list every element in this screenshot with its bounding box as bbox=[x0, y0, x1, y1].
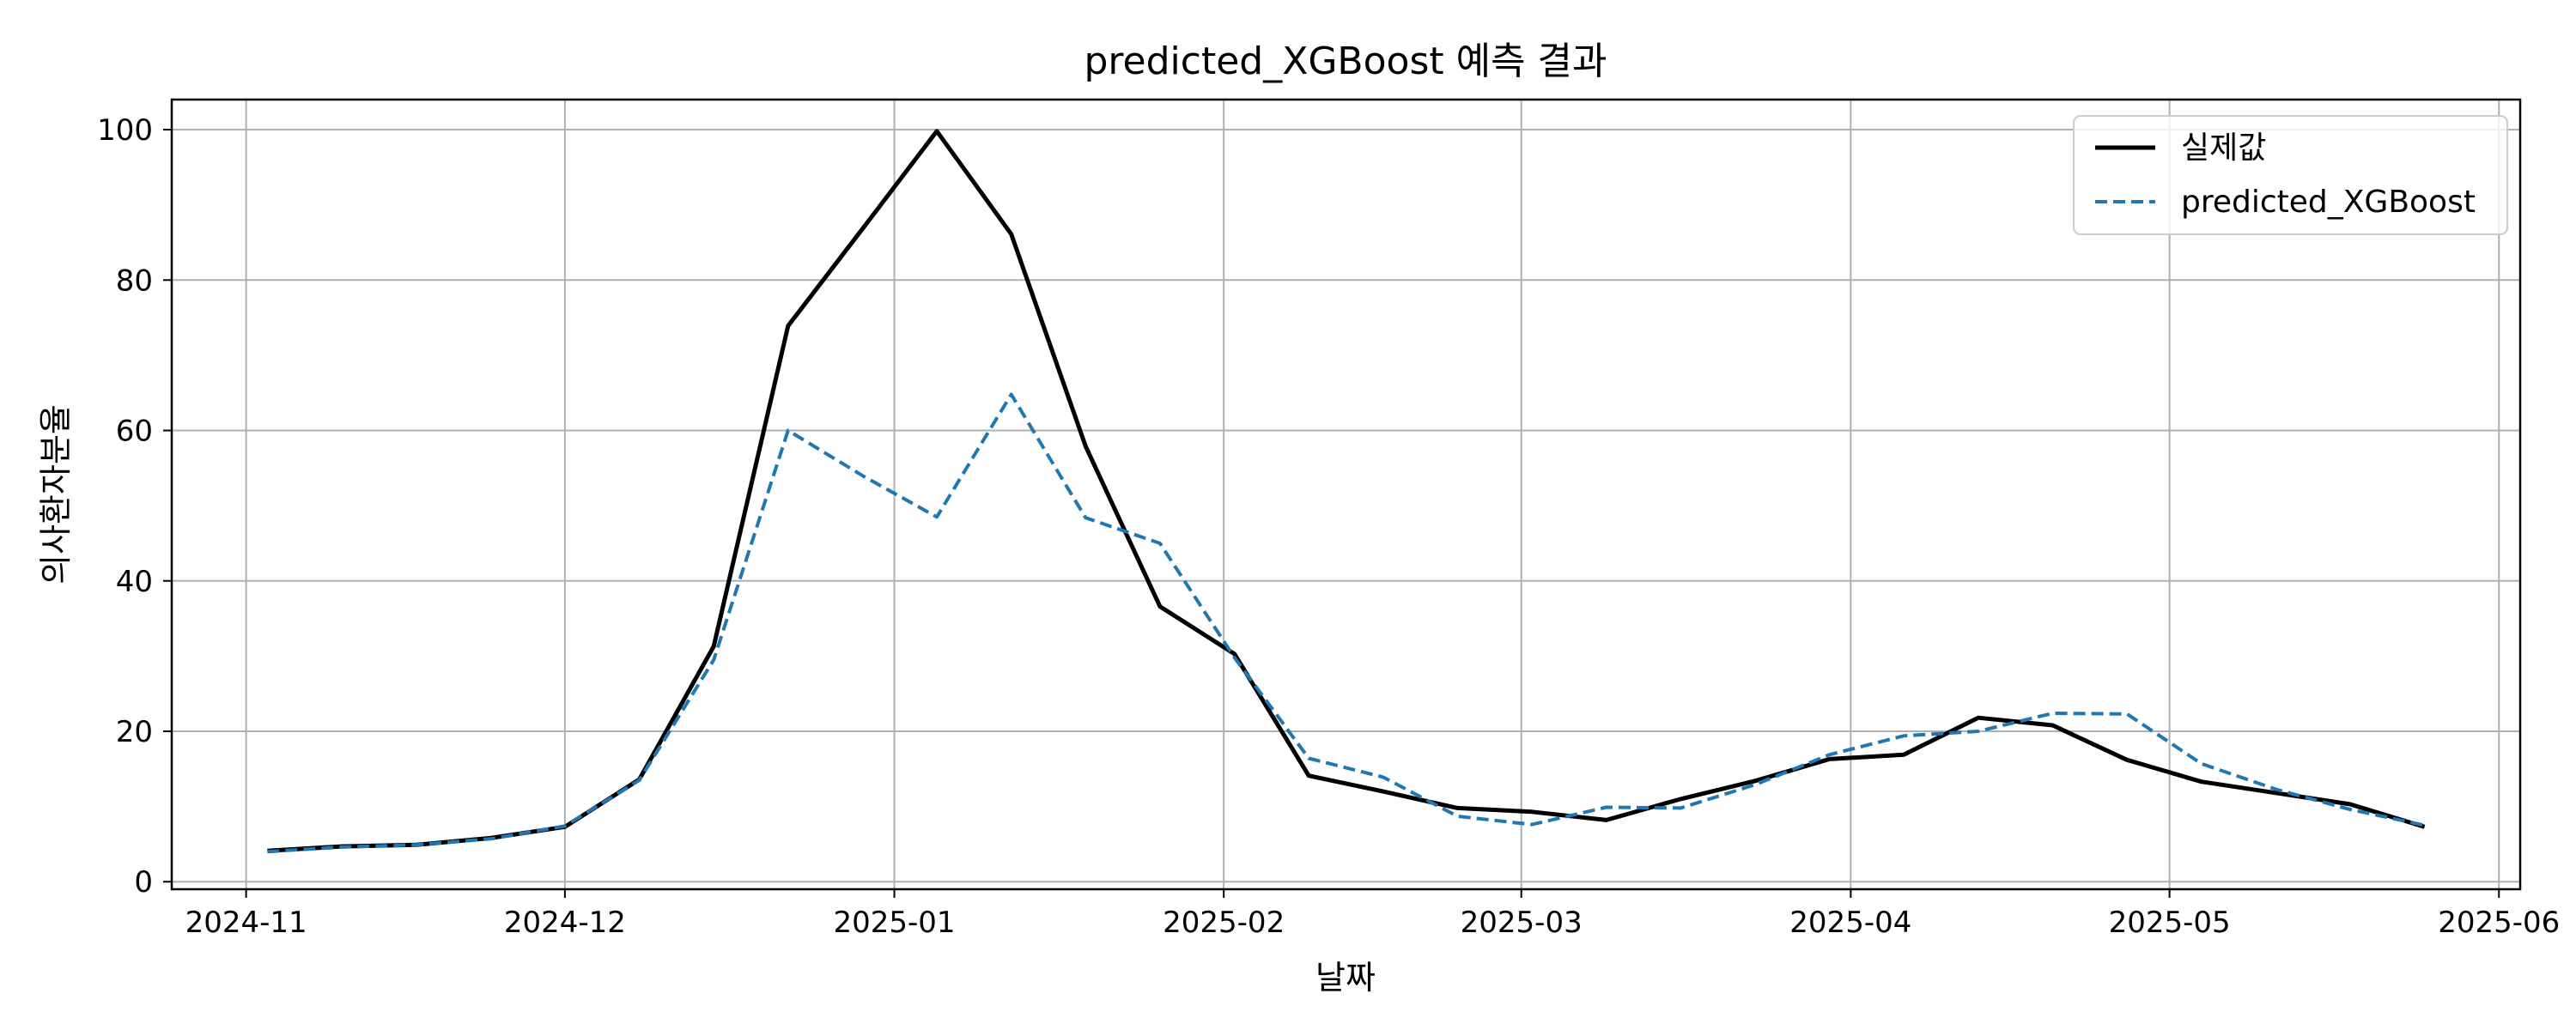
series-layer bbox=[267, 129, 2426, 854]
y-tick-label: 80 bbox=[116, 264, 153, 298]
chart-title: predicted_XGBoost 예측 결과 bbox=[1084, 39, 1607, 83]
plot-frame bbox=[170, 98, 2522, 891]
y-axis-title: 의사환자분율 bbox=[37, 404, 75, 585]
x-tick-label: 2024-11 bbox=[185, 906, 307, 940]
x-tick-label: 2024-12 bbox=[504, 906, 626, 940]
series-line-predicted bbox=[267, 392, 2426, 854]
ticks: 2024-11 2024-12 2025-01 2025-02 2025-03 2025-… bbox=[97, 113, 2560, 940]
y-tick-label: 20 bbox=[116, 715, 153, 749]
x-tick-label: 2025-04 bbox=[1789, 906, 1911, 940]
y-tick-label: 0 bbox=[134, 865, 153, 900]
x-tick-label: 2025-05 bbox=[2109, 906, 2231, 940]
x-tick-label: 2025-03 bbox=[1461, 906, 1583, 940]
legend-label-predicted: predicted_XGBoost bbox=[2181, 185, 2476, 220]
legend-label-actual: 실제값 bbox=[2181, 130, 2266, 166]
x-tick-label: 2025-01 bbox=[834, 906, 956, 940]
x-tick-label: 2025-06 bbox=[2438, 906, 2560, 940]
x-axis-title: 날짜 bbox=[1315, 959, 1376, 997]
x-tick-label: 2025-02 bbox=[1163, 906, 1285, 940]
y-tick-label: 100 bbox=[97, 113, 153, 148]
y-tick-label: 60 bbox=[116, 415, 153, 449]
legend: 실제값 predicted_XGBoost bbox=[2073, 115, 2508, 235]
y-tick-label: 40 bbox=[116, 565, 153, 599]
legend-box bbox=[2073, 115, 2508, 235]
